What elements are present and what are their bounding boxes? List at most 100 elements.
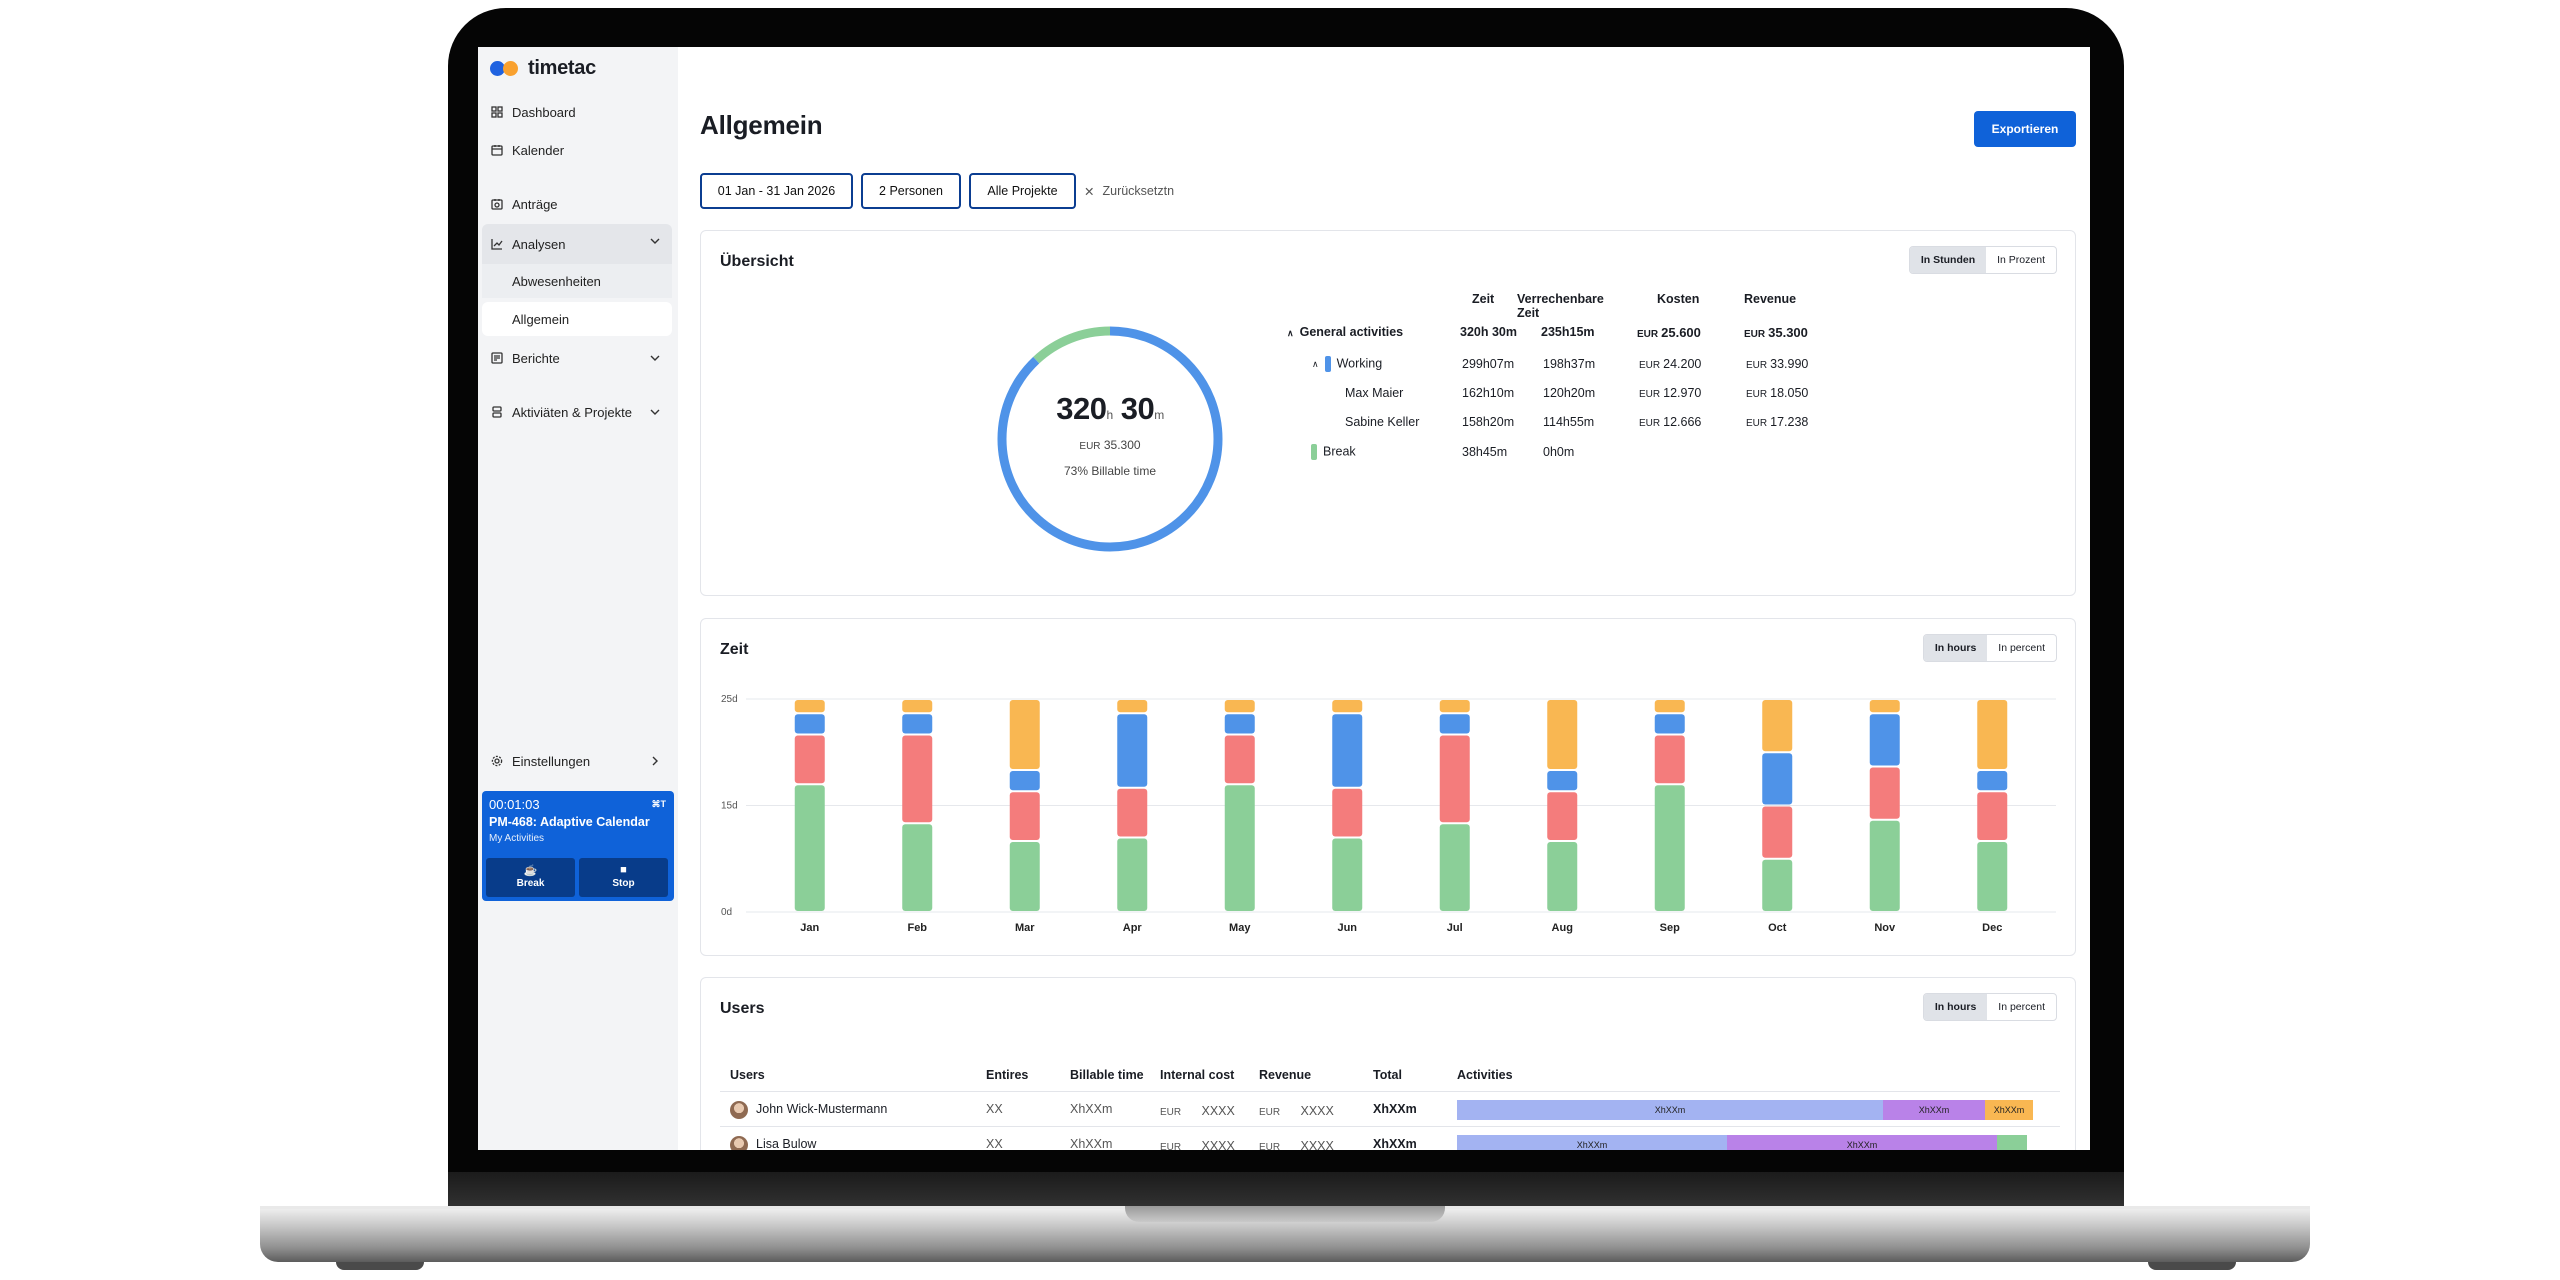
date-range-filter[interactable]: 01 Jan - 31 Jan 2026 xyxy=(700,173,853,209)
bar-segment[interactable] xyxy=(1654,735,1685,784)
persons-filter[interactable]: 2 Personen xyxy=(861,173,961,209)
bar-segment[interactable] xyxy=(1332,700,1363,713)
bar-segment[interactable] xyxy=(1332,714,1363,787)
col-kosten: Kosten xyxy=(1657,292,1700,306)
overview-unit-toggle: In Stunden In Prozent xyxy=(1908,246,2057,274)
toggle-hours[interactable]: In hours xyxy=(1923,994,1988,1020)
donut-total-time: 320h 30m xyxy=(1056,391,1164,426)
reset-filters-button[interactable]: ✕ Zurücksetztn xyxy=(1084,173,1174,209)
bar-segment[interactable] xyxy=(1439,714,1470,734)
toggle-percent[interactable]: In Prozent xyxy=(1997,254,2045,266)
bar-segment[interactable] xyxy=(1439,735,1470,823)
bar-segment[interactable] xyxy=(1547,842,1578,911)
bar-segment[interactable] xyxy=(1977,792,2008,840)
cell-kosten: EUR 25.600 xyxy=(1637,325,1701,340)
bar-segment[interactable] xyxy=(1117,788,1148,837)
toggle-hours[interactable]: In Stunden xyxy=(1909,247,1987,273)
bar-segment[interactable] xyxy=(1117,700,1148,713)
bar-segment[interactable] xyxy=(902,735,933,823)
activity-bar: XhXXm XhXXm xyxy=(1457,1127,2057,1150)
row-general-activities[interactable]: ∧ General activities xyxy=(1287,325,1404,339)
bar-segment[interactable] xyxy=(1762,859,1793,911)
break-button[interactable]: ☕ Break xyxy=(486,858,575,897)
activity-segment[interactable]: XhXXm xyxy=(1457,1135,1727,1150)
stop-icon: ■ xyxy=(620,864,627,876)
activity-segment[interactable] xyxy=(1997,1135,2027,1150)
activity-segment[interactable]: XhXXm xyxy=(1727,1135,1997,1150)
cell-revenue: EUR 35.300 xyxy=(1744,325,1808,340)
bar-segment[interactable] xyxy=(1762,806,1793,858)
laptop-foot xyxy=(2148,1262,2236,1270)
sidebar-item-berichte[interactable]: Berichte xyxy=(482,341,672,375)
bar-segment[interactable] xyxy=(1332,788,1363,837)
bar-segment[interactable] xyxy=(1224,735,1255,784)
bar-segment[interactable] xyxy=(1009,700,1040,769)
activity-segment[interactable]: XhXXm xyxy=(1457,1100,1883,1120)
bar-segment[interactable] xyxy=(1547,771,1578,791)
bar-segment[interactable] xyxy=(1977,771,2008,791)
bar-segment[interactable] xyxy=(1654,785,1685,911)
cell-kosten: EUR 12.666 xyxy=(1639,415,1702,429)
bar-segment[interactable] xyxy=(1977,842,2008,911)
bar-segment[interactable] xyxy=(1869,714,1900,766)
donut-amount: EUR 35.300 xyxy=(1079,438,1141,452)
row-max-maier: Max Maier xyxy=(1345,386,1404,400)
bar-segment[interactable] xyxy=(1869,700,1900,713)
bar-segment[interactable] xyxy=(902,714,933,734)
sidebar-item-allgemein[interactable]: Allgemein xyxy=(482,302,672,336)
bar-segment[interactable] xyxy=(1117,838,1148,911)
toggle-percent[interactable]: In percent xyxy=(1998,642,2045,654)
bar-segment[interactable] xyxy=(1547,700,1578,769)
bar-segment[interactable] xyxy=(1547,792,1578,840)
bar-segment[interactable] xyxy=(1117,714,1148,787)
table-row[interactable]: Lisa Bulow XX XhXXm EUR XXXX EUR XXXX Xh… xyxy=(720,1126,2060,1150)
stop-button[interactable]: ■ Stop xyxy=(579,858,668,897)
donut-chart: 320h 30m EUR 35.300 73% Billable time xyxy=(994,323,1226,555)
export-button[interactable]: Exportieren xyxy=(1974,111,2076,147)
sidebar-item-dashboard[interactable]: Dashboard xyxy=(482,95,672,129)
bar-segment[interactable] xyxy=(1332,838,1363,911)
sidebar-item-analysen[interactable]: Analysen xyxy=(482,224,672,264)
table-row[interactable]: John Wick-Mustermann XX XhXXm EUR XXXX E… xyxy=(720,1091,2060,1126)
bar-segment[interactable] xyxy=(1224,785,1255,911)
bar-segment[interactable] xyxy=(1762,753,1793,805)
bar-segment[interactable] xyxy=(794,714,825,734)
row-working[interactable]: ∧ Working xyxy=(1312,356,1383,372)
bar-segment[interactable] xyxy=(1869,820,1900,911)
bar-segment[interactable] xyxy=(1439,700,1470,713)
cell-zeit: 158h20m xyxy=(1462,415,1515,429)
row-break: Break xyxy=(1311,444,1356,460)
bar-segment[interactable] xyxy=(794,700,825,713)
toggle-percent[interactable]: In percent xyxy=(1998,1001,2045,1013)
bar-segment[interactable] xyxy=(1762,700,1793,752)
sidebar: timetac Dashboard Kalender Anträge Analy… xyxy=(478,47,678,1150)
bar-segment[interactable] xyxy=(902,824,933,911)
bar-segment[interactable] xyxy=(1977,700,2008,769)
bar-segment[interactable] xyxy=(1224,700,1255,713)
sidebar-item-einstellungen[interactable]: Einstellungen xyxy=(482,744,672,778)
bar-segment[interactable] xyxy=(902,700,933,713)
sidebar-item-kalender[interactable]: Kalender xyxy=(482,133,672,167)
activity-segment[interactable]: XhXXm xyxy=(1985,1100,2033,1120)
logo[interactable]: timetac xyxy=(490,53,596,83)
bar-segment[interactable] xyxy=(1224,714,1255,734)
bar-segment[interactable] xyxy=(1009,792,1040,840)
bar-segment[interactable] xyxy=(1654,700,1685,713)
bar-segment[interactable] xyxy=(794,785,825,911)
cell-revenue: EUR 17.238 xyxy=(1746,415,1809,429)
bar-segment[interactable] xyxy=(1009,842,1040,911)
sidebar-item-antraege[interactable]: Anträge xyxy=(482,187,672,221)
sidebar-item-abwesenheiten[interactable]: Abwesenheiten xyxy=(482,264,672,298)
active-timer[interactable]: 00:01:03 ⌘T PM-468: Adaptive Calendar My… xyxy=(482,791,674,901)
bar-segment[interactable] xyxy=(1869,767,1900,819)
projects-filter[interactable]: Alle Projekte xyxy=(969,173,1076,209)
sidebar-item-aktivitaeten-projekte[interactable]: Aktiviäten & Projekte xyxy=(482,395,672,429)
bar-segment[interactable] xyxy=(1654,714,1685,734)
activity-segment[interactable]: XhXXm xyxy=(1883,1100,1985,1120)
sidebar-item-label: Berichte xyxy=(512,350,560,366)
bar-segment[interactable] xyxy=(1009,771,1040,791)
chart-line-icon xyxy=(490,237,504,251)
toggle-hours[interactable]: In hours xyxy=(1923,635,1988,661)
bar-segment[interactable] xyxy=(794,735,825,784)
bar-segment[interactable] xyxy=(1439,824,1470,911)
